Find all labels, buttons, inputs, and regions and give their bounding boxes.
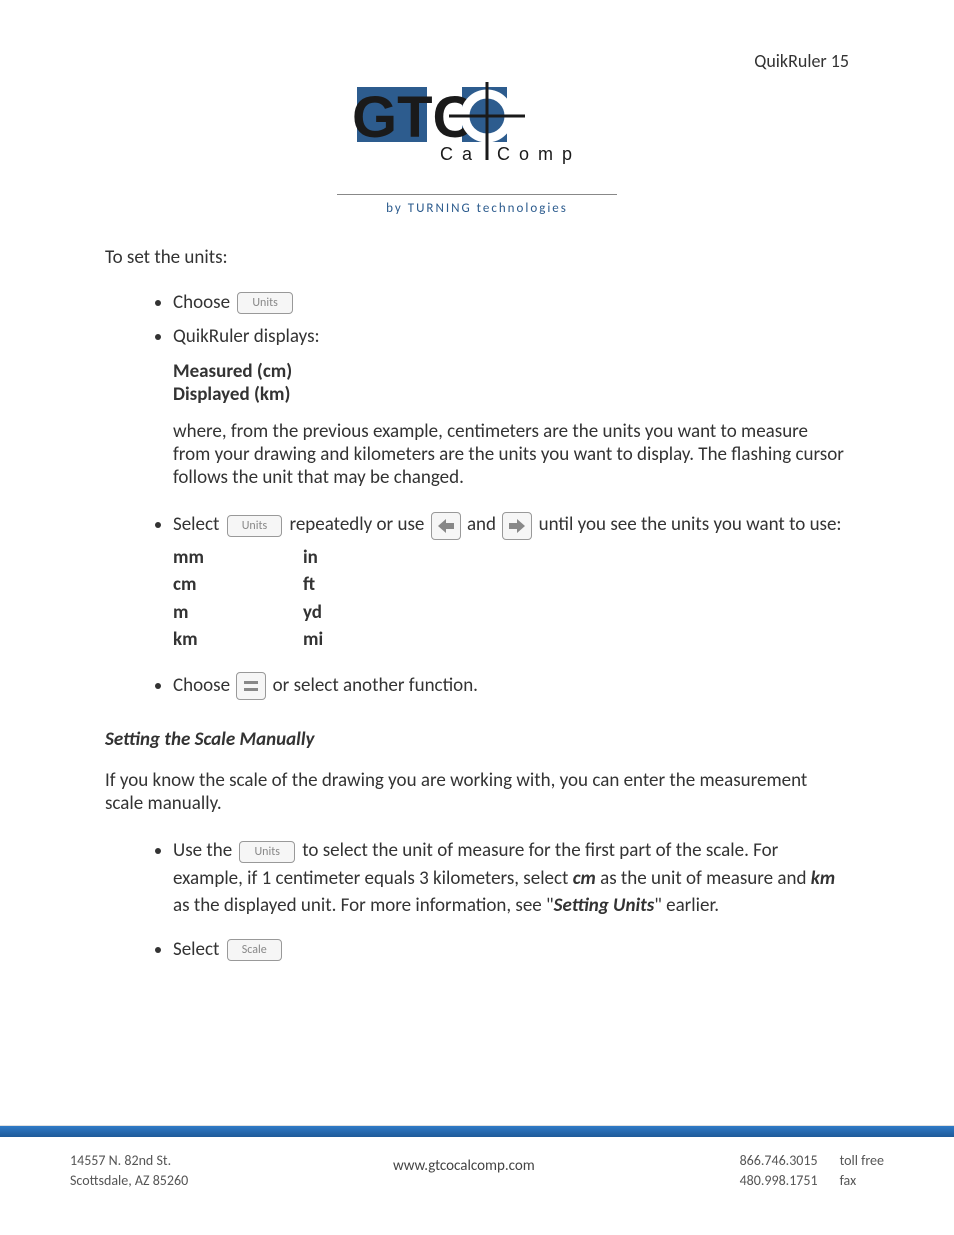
step-choose-equals: Choose or select another function. bbox=[173, 672, 849, 700]
scale-step-use-units: Use the Units to select the unit of meas… bbox=[173, 837, 849, 920]
unit-m: m bbox=[173, 599, 303, 627]
svg-text:C a: C a bbox=[440, 144, 474, 164]
scale-step-select-scale: Select Scale bbox=[173, 936, 849, 964]
s2b1-ref: Setting Units bbox=[554, 894, 655, 917]
displayed-line: Displayed (km) bbox=[173, 383, 849, 406]
step4-suffix: or select another function. bbox=[273, 674, 478, 697]
s2b1-mid3: as the displayed unit. For more informat… bbox=[173, 894, 554, 917]
footer-address-line2: Scottsdale, AZ 85260 bbox=[70, 1171, 188, 1191]
step-select-units-cycle: Select Units repeatedly or use and until… bbox=[173, 511, 849, 654]
step3-mid1: repeatedly or use bbox=[289, 513, 428, 536]
step3-suffix: until you see the units you want to use: bbox=[539, 513, 842, 536]
footer-phone2-label: fax bbox=[840, 1171, 857, 1191]
measured-line: Measured (cm) bbox=[173, 360, 849, 383]
step3-mid2: and bbox=[467, 513, 500, 536]
section-scale-heading: Setting the Scale Manually bbox=[105, 728, 849, 751]
step-choose-units: Choose Units bbox=[173, 289, 849, 317]
step-displays: QuikRuler displays: bbox=[173, 323, 849, 351]
units-button: Units bbox=[227, 515, 282, 537]
units-button: Units bbox=[237, 292, 292, 314]
footer: 14557 N. 82nd St. Scottsdale, AZ 85260 w… bbox=[0, 1125, 954, 1235]
footer-address-line1: 14557 N. 82nd St. bbox=[70, 1151, 188, 1171]
s2b1-mid2: as the unit of measure and bbox=[596, 867, 811, 890]
step3-prefix: Select bbox=[173, 513, 224, 536]
unit-mm: mm bbox=[173, 544, 303, 572]
scale-button: Scale bbox=[227, 939, 282, 961]
unit-cm: cm bbox=[173, 571, 303, 599]
page-number: QuikRuler 15 bbox=[105, 50, 849, 72]
s2b1-suffix: " earlier. bbox=[654, 894, 719, 917]
logo-subtitle: by TURNING technologies bbox=[105, 201, 849, 216]
right-arrow-button bbox=[502, 512, 532, 540]
units-button: Units bbox=[239, 841, 294, 863]
arrow-right-icon bbox=[509, 519, 525, 533]
left-arrow-button bbox=[431, 512, 461, 540]
footer-website: www.gtcocalcomp.com bbox=[188, 1151, 739, 1175]
logo: GTC C a C o m p by TURNING technologies bbox=[105, 82, 849, 216]
s2b1-prefix: Use the bbox=[173, 839, 236, 862]
equals-icon bbox=[244, 681, 258, 691]
footer-phone1-label: toll free bbox=[840, 1151, 884, 1171]
step2-text: QuikRuler displays: bbox=[173, 325, 320, 348]
section-scale-para: If you know the scale of the drawing you… bbox=[105, 769, 849, 815]
unit-ft: ft bbox=[303, 571, 315, 599]
footer-phone1: 866.746.3015 bbox=[740, 1151, 840, 1171]
arrow-left-icon bbox=[438, 519, 454, 533]
units-grid: mmin cmft myd kmmi bbox=[173, 544, 849, 654]
equals-button bbox=[236, 672, 266, 700]
s2b2-prefix: Select bbox=[173, 938, 224, 961]
unit-km: km bbox=[173, 626, 303, 654]
footer-phone2: 480.998.1751 bbox=[740, 1171, 840, 1191]
gtco-logo-svg: GTC C a C o m p bbox=[327, 82, 627, 182]
unit-mi: mi bbox=[303, 626, 323, 654]
s2b1-cm: cm bbox=[573, 867, 596, 890]
s2b1-km: km bbox=[811, 867, 835, 890]
footer-accent-bar bbox=[0, 1125, 954, 1137]
unit-in: in bbox=[303, 544, 318, 572]
footer-address: 14557 N. 82nd St. Scottsdale, AZ 85260 bbox=[70, 1151, 188, 1192]
step2-explain: where, from the previous example, centim… bbox=[173, 420, 849, 489]
footer-phones: 866.746.3015toll free 480.998.1751fax bbox=[740, 1151, 884, 1192]
step4-prefix: Choose bbox=[173, 674, 234, 697]
unit-yd: yd bbox=[303, 599, 322, 627]
step1-prefix: Choose bbox=[173, 291, 234, 314]
intro-text: To set the units: bbox=[105, 246, 849, 269]
svg-text:C o m p: C o m p bbox=[497, 144, 574, 164]
